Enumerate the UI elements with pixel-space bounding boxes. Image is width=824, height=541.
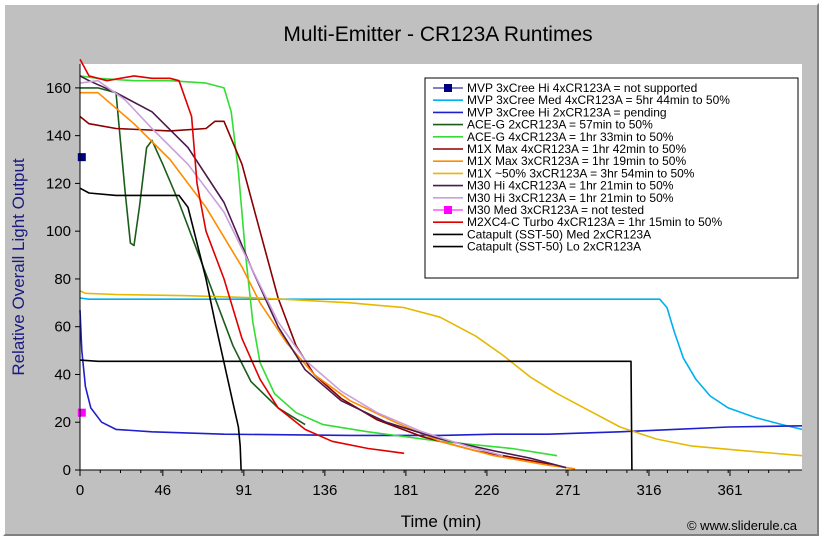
legend-entry-3: ACE-G 2xCR123A = 57min to 50% [467,118,653,132]
series-4-line [79,75,558,457]
x-tick-label: 226 [474,482,499,499]
y-axis-label: Relative Overall Light Output [9,158,28,376]
series-8-line [79,75,567,469]
series-13-line [79,187,242,471]
legend-entry-10: M30 Med 3xCR123A = not tested [467,203,644,217]
series-3-line [80,87,306,426]
legend-entry-8: M30 Hi 4xCR123A = 1hr 21min to 50% [467,179,674,193]
legend-entry-2: MVP 3xCree Hi 2xCR123A = pending [467,105,667,119]
x-tick-label: 181 [393,482,418,499]
series-9-line [79,79,504,457]
y-tick-label: 120 [46,175,71,192]
legend-box [424,77,799,279]
y-tick-label: 140 [46,128,71,145]
legend-marker-0 [444,84,452,92]
copyright-text: © www.sliderule.ca [687,518,798,533]
chart-title: Multi-Emitter - CR123A Runtimes [283,23,592,46]
series-11-line [79,58,405,455]
y-tick-label: 160 [46,80,71,97]
series-2-line [79,309,803,437]
x-tick-label: 316 [636,482,661,499]
y-tick-label: 20 [54,414,71,431]
x-tick-label: 91 [236,482,253,499]
x-tick-label: 0 [76,482,84,499]
legend: MVP 3xCree Hi 4xCR123A = not supportedMV… [424,77,799,279]
x-axis-label: Time (min) [401,512,482,531]
legend-entry-9: M30 Hi 3xCR123A = 1hr 21min to 50% [467,191,674,205]
series-0-marker [77,153,86,162]
legend-entry-13: Catapult (SST-50) Lo 2xCR123A [467,240,641,254]
legend-entry-4: ACE-G 4xCR123A = 1hr 33min to 50% [467,130,674,144]
x-tick-label: 361 [717,482,742,499]
legend-entry-7: M1X ~50% 3xCR123A = 3hr 54min to 50% [467,166,695,180]
legend-entry-11: M2XC4-C Turbo 4xCR123A = 1hr 15min to 50… [467,215,722,229]
axes-layer: 0 20 40 60 80 100 120 140 160 0 46 91 136 181 226 271 31… [46,64,802,499]
legend-entry-6: M1X Max 3xCR123A = 1hr 19min to 50% [467,154,686,168]
series-10-marker [77,408,86,417]
series-12-line [79,359,633,471]
legend-entry-0: MVP 3xCree Hi 4xCR123A = not supported [467,81,697,95]
legend-entry-1: MVP 3xCree Med 4xCR123A = 5hr 44min to 5… [467,93,730,107]
y-tick-label: 100 [46,223,71,240]
series-layer [77,58,803,471]
series-7-line [79,290,803,457]
legend-entry-12: Catapult (SST-50) Med 2xCR123A [467,227,651,241]
x-tick-label: 136 [312,482,337,499]
x-tick-label: 271 [555,482,580,499]
y-tick-label: 60 [54,319,71,336]
legend-marker-10 [444,206,452,214]
series-6-line [80,91,576,470]
series-5-line [79,115,567,469]
legend-entry-5: M1X Max 4xCR123A = 1hr 42min to 50% [467,142,686,156]
y-tick-label: 0 [63,462,71,479]
x-tick-label: 46 [154,482,171,499]
y-tick-label: 80 [54,271,71,288]
y-tick-label: 40 [54,366,71,383]
series-1-line [79,297,803,431]
